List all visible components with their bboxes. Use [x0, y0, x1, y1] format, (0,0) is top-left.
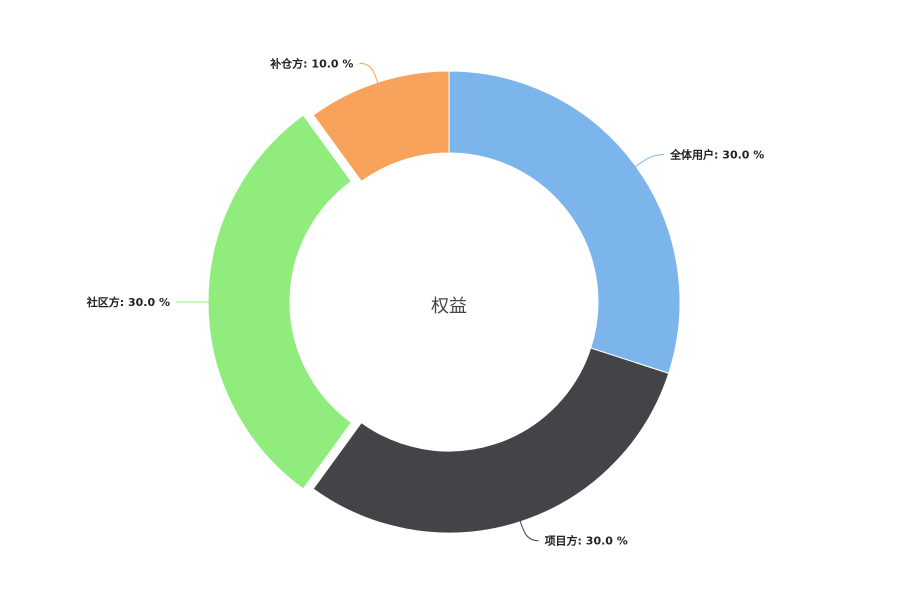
labels-layer: 全体用户: 30.0 % 项目方: 30.0 % 社区方: 30.0 % 补仓方: 1… — [86, 56, 765, 547]
data-label-1: 全体用户: 30.0 % — [669, 147, 764, 161]
label-connector-2 — [519, 519, 539, 542]
pie-slice-4[interactable] — [312, 70, 450, 183]
data-label-2: 项目方: 30.0 % — [545, 534, 628, 548]
label-connector-4 — [359, 62, 379, 85]
data-label-3: 社区方: 30.0 % — [86, 295, 170, 309]
pie-slice-1[interactable] — [448, 70, 681, 375]
pie-slice-3[interactable] — [207, 114, 353, 490]
connectors-layer — [176, 62, 665, 542]
data-label-4: 补仓方: 10.0 % — [269, 56, 353, 70]
slices-layer — [207, 70, 681, 534]
center-label: 权益 — [431, 296, 467, 317]
label-connector-1 — [633, 153, 665, 168]
pie-slice-2[interactable] — [312, 347, 670, 534]
